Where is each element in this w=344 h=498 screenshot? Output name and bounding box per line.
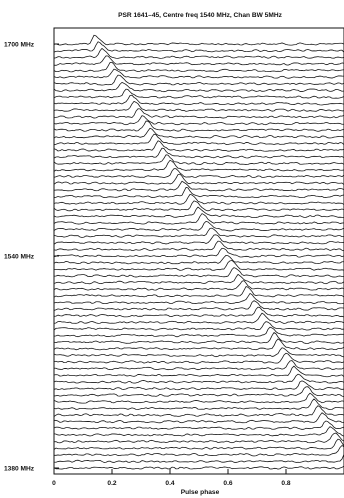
pulse-profile-line [53, 127, 344, 139]
x-axis: 0 0.2 0.4 0.6 0.8 [52, 469, 291, 487]
pulse-profile-line [53, 412, 344, 424]
pulse-profile-line [53, 140, 344, 152]
pulse-profile-line [53, 81, 344, 93]
x-tick-label: 0.6 [223, 480, 232, 487]
pulse-profile-traces [53, 34, 344, 470]
pulse-profile-line [53, 159, 344, 172]
pulse-profile-line [53, 312, 344, 324]
pulse-profile-line [53, 365, 344, 378]
pulse-profile-line [53, 74, 344, 86]
pulse-profile-line [53, 352, 344, 364]
pulse-profile-line [53, 360, 344, 371]
pulse-profile-line [53, 438, 344, 450]
pulse-profile-line [53, 200, 344, 212]
pulse-profile-line [53, 180, 344, 192]
plot-frame [53, 27, 344, 475]
pulse-profile-line [53, 41, 344, 53]
pulse-profile-line [53, 321, 344, 331]
pulse-profile-line [53, 293, 344, 305]
y-axis: 1700 MHz 1540 MHz 1380 MHz [4, 42, 59, 473]
x-tick-label: 0.8 [281, 480, 290, 487]
pulse-profile-line [53, 465, 344, 470]
pulse-profile-line [53, 445, 344, 457]
pulse-profile-line [53, 273, 344, 285]
pulse-profile-line [53, 426, 344, 437]
pulse-profile-line [53, 154, 344, 165]
pulse-profile-line [53, 227, 344, 238]
pulse-profile-line [53, 454, 344, 463]
pulse-profile-line [53, 347, 344, 358]
pulse-profile-line [53, 386, 344, 398]
pulse-profile-line [53, 34, 344, 46]
y-tick-label: 1540 MHz [4, 254, 35, 261]
x-tick-label: 0 [52, 480, 56, 487]
pulse-profile-line [53, 286, 344, 298]
pulse-profile-line [53, 100, 344, 112]
pulse-profile-line [53, 332, 344, 344]
pulse-profile-line [53, 94, 344, 106]
pulse-profile-line [53, 280, 344, 291]
pulse-profile-line [53, 108, 344, 119]
pulse-profile-line [53, 115, 344, 126]
pulse-profile-line [53, 338, 344, 351]
chart-title: PSR 1641–45, Centre freq 1540 MHz, Chan … [118, 12, 283, 19]
x-tick-label: 0.2 [107, 480, 116, 487]
y-tick-label: 1700 MHz [4, 42, 35, 49]
pulse-profile-line [53, 373, 344, 384]
pulse-profile-line [53, 213, 344, 225]
pulse-profile-line [53, 206, 344, 218]
pulse-profile-line [53, 380, 344, 391]
pulse-profile-line [53, 267, 344, 278]
pulse-profile-line [53, 398, 344, 410]
pulse-profile-line [53, 392, 344, 404]
pulse-profile-line [53, 234, 344, 245]
pulse-profile-line [53, 168, 344, 179]
pulse-profile-line [54, 260, 344, 271]
pulse-profile-line [53, 47, 344, 59]
pulse-profile-line [53, 326, 344, 338]
pulse-profile-line [53, 187, 344, 199]
x-tick-label: 0.4 [165, 480, 174, 487]
pulse-profile-line [53, 68, 344, 79]
pulse-profile-line [53, 432, 344, 444]
pulse-profile-line [53, 88, 344, 99]
pulse-profile-line [53, 133, 344, 146]
pulse-profile-line [53, 120, 344, 132]
pulse-profile-line [53, 254, 344, 265]
pulse-profile-line [53, 193, 344, 205]
pulse-profile-line [53, 247, 344, 258]
pulse-profile-line [53, 420, 344, 430]
pulse-profile-line [53, 405, 344, 417]
pulse-profile-line [53, 61, 344, 73]
y-tick-label: 1380 MHz [4, 466, 35, 473]
pulse-profile-line [53, 240, 344, 252]
pulse-profile-line [53, 306, 344, 318]
pulse-profile-line [53, 220, 344, 232]
x-axis-label: Pulse phase [181, 489, 220, 496]
pulse-profile-line [53, 300, 344, 311]
pulse-profile-line [53, 173, 344, 185]
pulse-profile-line [53, 55, 344, 66]
pulse-profile-line [53, 147, 344, 159]
